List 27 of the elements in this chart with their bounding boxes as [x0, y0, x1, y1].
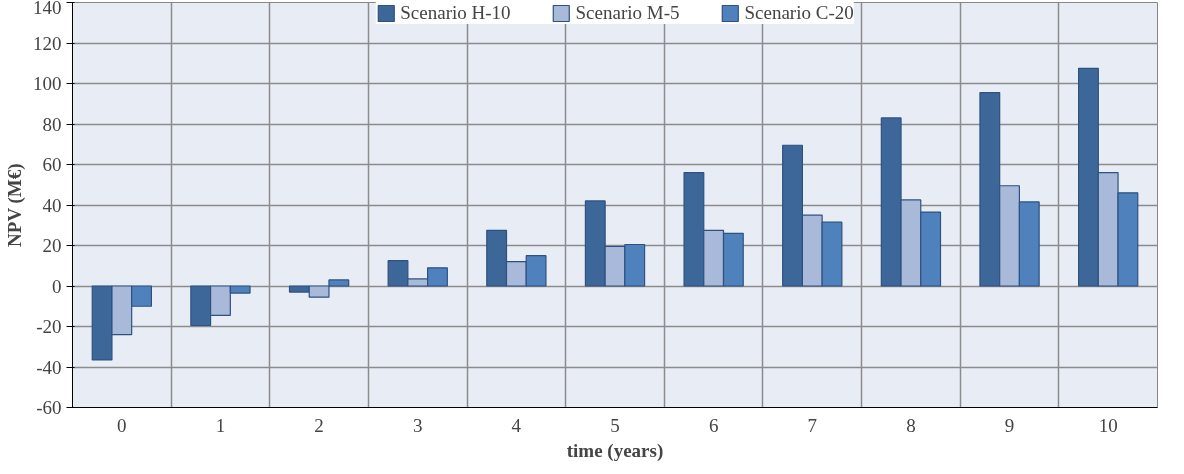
- legend-label: Scenario M-5: [575, 2, 680, 24]
- y-tick-label: 80: [42, 113, 62, 135]
- x-tick-label: 7: [807, 414, 818, 436]
- y-tick-label: -60: [36, 397, 62, 418]
- x-axis-title: time (years): [566, 439, 664, 462]
- x-tick-label: 0: [117, 414, 127, 436]
- y-tick-label: 100: [33, 73, 62, 94]
- y-tick-label: 60: [42, 154, 62, 175]
- y-tick-label: 140: [33, 0, 62, 18]
- legend-label: Scenario H-10: [400, 2, 511, 24]
- x-tick-label: 6: [708, 414, 719, 436]
- y-tick-label: 0: [52, 275, 62, 297]
- x-tick-label: 10: [1098, 414, 1118, 436]
- x-tick-label: 1: [215, 414, 226, 436]
- y-axis-title: NPV (M€): [4, 163, 26, 247]
- x-tick-label: 8: [906, 414, 916, 436]
- y-tick-label: 20: [42, 235, 62, 256]
- y-tick-label: -40: [36, 356, 62, 378]
- x-tick-label: 3: [412, 414, 423, 436]
- y-tick-label: -20: [36, 316, 62, 337]
- x-tick-label: 2: [314, 414, 324, 436]
- y-tick-label: 120: [33, 32, 62, 54]
- x-tick-label: 4: [511, 414, 522, 436]
- x-tick-label: 5: [610, 414, 620, 436]
- x-tick-label: 9: [1004, 414, 1015, 436]
- legend-label: Scenario C-20: [744, 2, 854, 24]
- y-tick-label: 40: [42, 194, 62, 216]
